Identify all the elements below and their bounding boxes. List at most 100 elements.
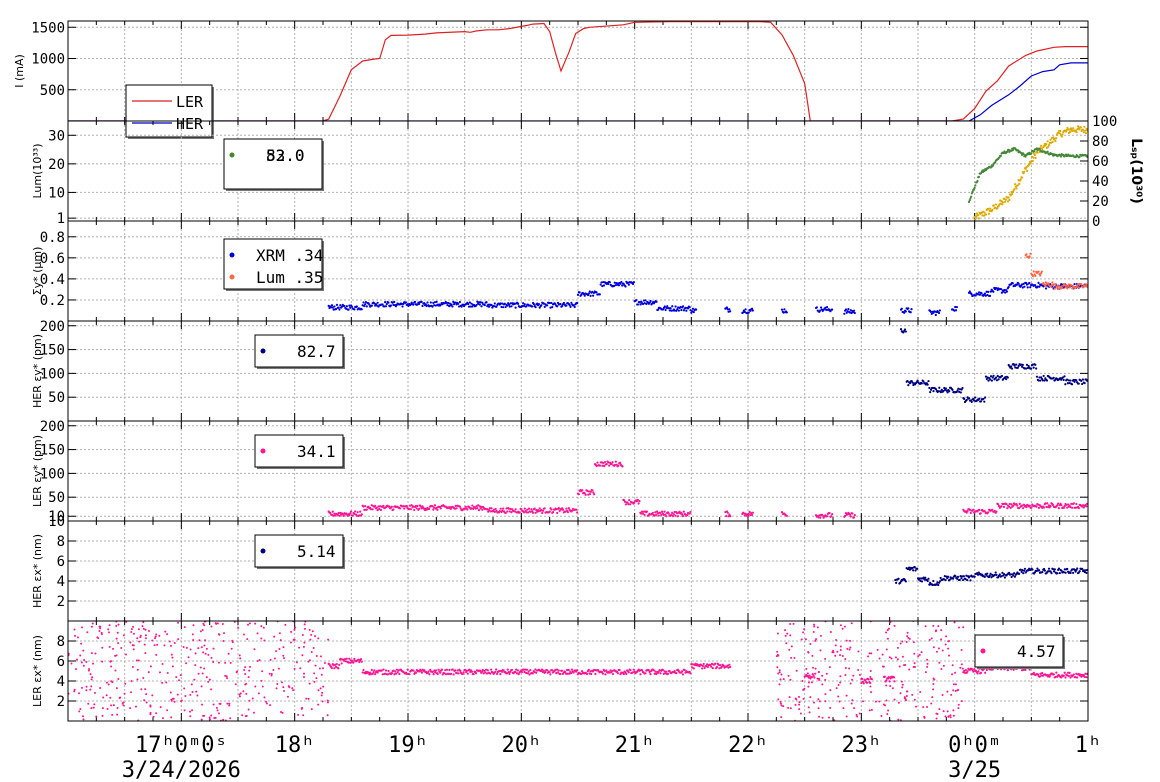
- data-point: [673, 309, 676, 312]
- data-point: [1084, 672, 1087, 675]
- data-point: [643, 513, 646, 516]
- data-point: [604, 673, 607, 676]
- data-point: [995, 510, 998, 513]
- legend-label: XRM .34: [256, 246, 323, 265]
- noise-point: [177, 621, 180, 624]
- data-point: [927, 379, 930, 383]
- data-point: [1052, 673, 1055, 676]
- data-point: [910, 308, 913, 311]
- noise-point: [278, 648, 281, 651]
- noise-point: [887, 627, 890, 630]
- data-point: [413, 300, 417, 303]
- data-point: [550, 668, 554, 672]
- noise-point: [179, 674, 182, 677]
- data-point: [602, 461, 605, 465]
- data-point: [1060, 504, 1063, 507]
- data-point: [613, 463, 617, 467]
- noise-point: [935, 717, 938, 720]
- data-point: [566, 672, 569, 675]
- data-point: [514, 306, 517, 309]
- data-point: [389, 304, 393, 307]
- data-point: [974, 294, 977, 297]
- data-point: [1077, 507, 1080, 510]
- noise-point: [308, 682, 311, 685]
- data-point: [744, 308, 747, 311]
- data-point: [974, 184, 977, 187]
- noise-point: [938, 708, 941, 711]
- data-point: [448, 305, 451, 308]
- data-point: [413, 508, 416, 512]
- data-point: [641, 302, 645, 306]
- noise-point: [185, 662, 188, 665]
- data-point: [669, 307, 672, 310]
- noise-point: [886, 713, 889, 716]
- noise-point: [88, 667, 91, 670]
- noise-point: [75, 668, 78, 671]
- data-point: [575, 669, 579, 672]
- data-point: [403, 507, 406, 510]
- data-point: [1035, 375, 1039, 378]
- data-point: [821, 514, 824, 517]
- data-point: [347, 308, 350, 311]
- data-point: [360, 660, 363, 663]
- noise-point: [248, 699, 251, 702]
- noise-point: [263, 696, 266, 699]
- data-point: [976, 179, 979, 183]
- data-point: [535, 671, 538, 674]
- data-point: [464, 505, 467, 508]
- data-point: [1016, 184, 1019, 187]
- noise-point: [178, 679, 181, 682]
- noise-point: [293, 667, 296, 670]
- noise-point: [785, 642, 788, 645]
- data-point: [1011, 192, 1014, 196]
- data-point: [492, 508, 496, 511]
- data-point: [433, 506, 436, 509]
- data-point: [418, 670, 421, 673]
- noise-point: [940, 638, 943, 641]
- data-point: [371, 508, 374, 511]
- data-point: [1009, 573, 1012, 576]
- y-tick-label: 2: [57, 694, 65, 710]
- data-point: [1057, 507, 1060, 510]
- noise-point: [326, 701, 329, 704]
- data-point: [1031, 159, 1034, 163]
- data-point: [1067, 379, 1070, 382]
- noise-point: [139, 636, 142, 639]
- data-point: [380, 669, 383, 672]
- data-point: [916, 567, 919, 570]
- data-point: [987, 511, 990, 514]
- data-point: [505, 672, 509, 675]
- data-point: [523, 303, 526, 306]
- data-point: [1068, 128, 1071, 131]
- data-point: [825, 515, 829, 518]
- data-point: [590, 672, 593, 676]
- data-point: [885, 679, 888, 682]
- data-point: [513, 302, 516, 306]
- noise-point: [960, 649, 963, 652]
- data-point: [851, 512, 854, 515]
- y-tick-label: 100: [40, 366, 65, 382]
- data-point: [1081, 128, 1085, 131]
- data-point: [434, 669, 438, 672]
- noise-point: [221, 622, 224, 625]
- noise-point: [293, 638, 296, 641]
- data-point: [589, 490, 592, 494]
- noise-point: [154, 637, 157, 640]
- data-point: [1083, 675, 1086, 679]
- data-point: [499, 302, 502, 305]
- data-point: [530, 508, 533, 511]
- data-point: [688, 306, 691, 309]
- noise-point: [780, 673, 783, 676]
- data-point: [1003, 576, 1006, 579]
- data-point: [460, 305, 463, 308]
- y2-tick-label: 40: [1092, 174, 1109, 190]
- y-tick-label: 4: [57, 674, 65, 690]
- data-point: [559, 302, 562, 306]
- noise-point: [194, 652, 197, 655]
- noise-point: [262, 626, 265, 629]
- noise-point: [82, 664, 85, 667]
- data-point: [1067, 674, 1070, 678]
- noise-point: [182, 646, 185, 649]
- data-point: [965, 398, 968, 402]
- data-point: [1028, 255, 1031, 258]
